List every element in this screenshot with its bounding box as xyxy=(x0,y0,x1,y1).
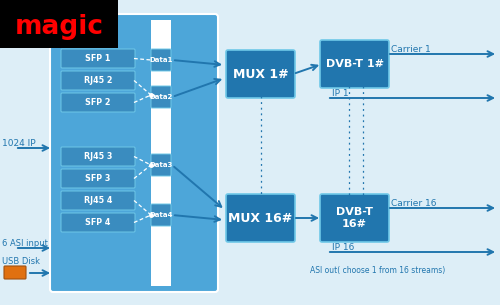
FancyBboxPatch shape xyxy=(61,169,135,188)
Text: 1024 IP: 1024 IP xyxy=(2,138,35,148)
FancyBboxPatch shape xyxy=(4,266,26,279)
Text: IP 16: IP 16 xyxy=(332,243,354,253)
Bar xyxy=(151,20,171,286)
Text: ASI out( choose 1 from 16 streams): ASI out( choose 1 from 16 streams) xyxy=(310,265,446,275)
FancyBboxPatch shape xyxy=(50,14,218,292)
FancyBboxPatch shape xyxy=(320,40,389,88)
Text: SFP 3: SFP 3 xyxy=(86,174,110,183)
Text: DVB-T
16#: DVB-T 16# xyxy=(336,207,373,229)
FancyBboxPatch shape xyxy=(61,49,135,68)
Text: DVB-T 1#: DVB-T 1# xyxy=(326,59,384,69)
FancyBboxPatch shape xyxy=(320,194,389,242)
FancyBboxPatch shape xyxy=(226,194,295,242)
FancyBboxPatch shape xyxy=(61,93,135,112)
Text: Data3: Data3 xyxy=(150,162,172,168)
Text: Data1: Data1 xyxy=(150,57,172,63)
Text: Carrier 16: Carrier 16 xyxy=(391,199,436,209)
FancyBboxPatch shape xyxy=(61,213,135,232)
FancyBboxPatch shape xyxy=(226,50,295,98)
FancyBboxPatch shape xyxy=(151,204,171,226)
Text: USB Disk: USB Disk xyxy=(2,257,40,267)
FancyBboxPatch shape xyxy=(151,154,171,176)
Text: RJ45 3: RJ45 3 xyxy=(84,152,112,161)
Text: SFP 2: SFP 2 xyxy=(85,98,111,107)
Text: Data4: Data4 xyxy=(149,212,173,218)
FancyBboxPatch shape xyxy=(151,86,171,108)
Text: SFP 4: SFP 4 xyxy=(86,218,110,227)
Text: MUX 1#: MUX 1# xyxy=(232,67,288,81)
FancyBboxPatch shape xyxy=(61,71,135,90)
Text: Carrier 1: Carrier 1 xyxy=(391,45,431,55)
Text: Data2: Data2 xyxy=(150,94,172,100)
Text: 6 ASI input: 6 ASI input xyxy=(2,239,48,247)
FancyBboxPatch shape xyxy=(61,191,135,210)
Text: RJ45 2: RJ45 2 xyxy=(84,76,112,85)
Text: IP 1: IP 1 xyxy=(332,89,348,99)
Text: SFP 1: SFP 1 xyxy=(86,54,110,63)
FancyBboxPatch shape xyxy=(151,49,171,71)
Text: MUX 16#: MUX 16# xyxy=(228,211,292,224)
Text: magic: magic xyxy=(14,14,104,40)
Bar xyxy=(0,0,118,48)
FancyBboxPatch shape xyxy=(61,147,135,166)
Text: RJ45 4: RJ45 4 xyxy=(84,196,112,205)
